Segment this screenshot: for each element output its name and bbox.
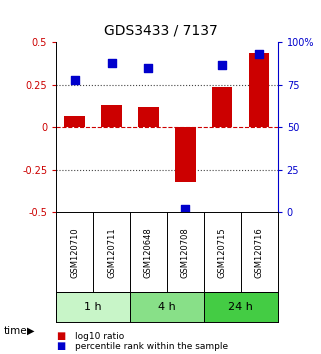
Point xyxy=(220,62,225,67)
Text: ▶: ▶ xyxy=(27,326,35,336)
Bar xyxy=(56,292,130,322)
Text: GSM120715: GSM120715 xyxy=(218,227,227,278)
Text: time: time xyxy=(3,326,27,336)
Bar xyxy=(249,53,269,127)
Text: GSM120648: GSM120648 xyxy=(144,227,153,278)
Bar xyxy=(175,127,195,182)
Text: GDS3433 / 7137: GDS3433 / 7137 xyxy=(104,23,217,37)
Text: ■: ■ xyxy=(56,341,65,351)
Text: ■: ■ xyxy=(56,331,65,341)
Point xyxy=(109,60,114,66)
Text: GSM120710: GSM120710 xyxy=(70,227,79,278)
Text: percentile rank within the sample: percentile rank within the sample xyxy=(75,342,229,351)
Bar xyxy=(212,87,232,127)
Bar xyxy=(101,105,122,127)
Point xyxy=(146,65,151,71)
Point xyxy=(256,52,262,57)
Text: GSM120716: GSM120716 xyxy=(255,227,264,278)
Bar xyxy=(130,292,204,322)
Text: GSM120708: GSM120708 xyxy=(181,227,190,278)
Point xyxy=(72,77,77,83)
Text: log10 ratio: log10 ratio xyxy=(75,332,125,341)
Point xyxy=(183,206,188,212)
Text: 4 h: 4 h xyxy=(158,302,176,312)
Bar xyxy=(204,292,278,322)
Bar xyxy=(65,115,85,127)
Bar xyxy=(138,107,159,127)
Text: GSM120711: GSM120711 xyxy=(107,227,116,278)
Text: 1 h: 1 h xyxy=(84,302,102,312)
Text: 24 h: 24 h xyxy=(228,302,253,312)
